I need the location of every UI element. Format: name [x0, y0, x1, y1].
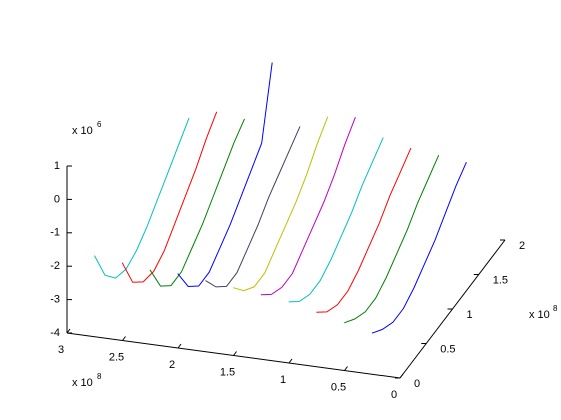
series-line — [233, 116, 329, 292]
y-multiplier: x 10 — [529, 309, 550, 321]
y-tick-label: 0.5 — [440, 343, 455, 355]
x-tick-label: 2.5 — [109, 351, 124, 363]
x-tick — [288, 358, 293, 364]
x-tick-label: 2 — [169, 359, 175, 371]
z-multiplier: x 10 — [72, 125, 93, 137]
series-line — [121, 111, 218, 283]
y-tick-label: 0 — [414, 378, 420, 390]
y-tick-label: 1.5 — [493, 274, 508, 286]
x-tick — [177, 343, 182, 349]
y-tick-label: 1 — [467, 309, 473, 321]
series-line — [288, 137, 384, 303]
series-line — [94, 117, 190, 279]
series-line — [344, 154, 440, 324]
x-tick-label: 0 — [391, 389, 397, 401]
x-tick-label: 3 — [58, 344, 64, 356]
z-tick-label: -2 — [50, 260, 60, 272]
y-multiplier-exponent: 8 — [553, 304, 558, 313]
series-line — [205, 126, 301, 288]
x-tick — [233, 351, 237, 356]
series-line — [371, 161, 467, 334]
x-tick-label: 0.5 — [331, 381, 346, 393]
z-tick-label: -1 — [50, 227, 60, 239]
z-tick-label: 1 — [54, 160, 60, 172]
y-tick-label: 2 — [519, 240, 525, 252]
x-tick-label: 1.5 — [220, 366, 235, 378]
x-tick — [122, 336, 126, 341]
series-line — [177, 62, 273, 288]
series-line — [260, 117, 356, 296]
z-tick-label: -3 — [50, 294, 60, 306]
x-tick — [66, 328, 71, 334]
series-line — [316, 147, 412, 313]
z-tick-label: 0 — [54, 193, 60, 205]
x-tick — [344, 366, 348, 371]
z-tick-label: -4 — [50, 327, 60, 339]
x-multiplier: x 10 — [72, 377, 93, 389]
x-tick-label: 1 — [280, 374, 286, 386]
x-multiplier-exponent: 8 — [97, 372, 102, 381]
z-multiplier-exponent: 6 — [97, 120, 102, 129]
x-tick — [399, 373, 404, 379]
series-line — [149, 118, 245, 287]
